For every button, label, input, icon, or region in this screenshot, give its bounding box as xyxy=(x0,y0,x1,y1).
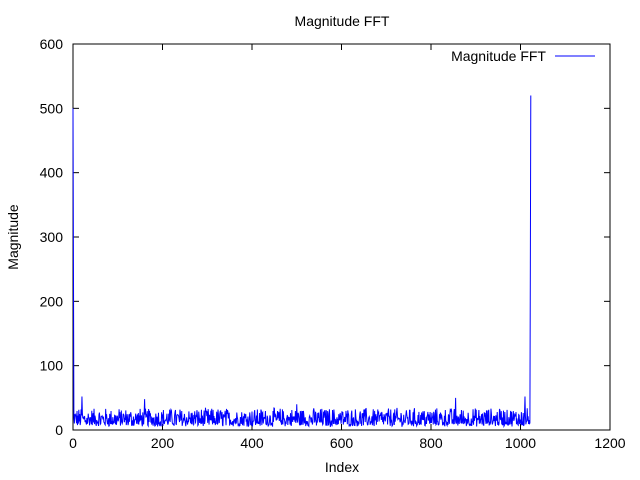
legend: Magnitude FFT xyxy=(451,48,595,64)
plot-border xyxy=(72,43,611,431)
y-tick-label: 600 xyxy=(40,36,64,52)
legend-label: Magnitude FFT xyxy=(451,48,546,64)
y-tick-label: 500 xyxy=(40,100,64,116)
x-tick-label: 400 xyxy=(240,435,264,451)
x-tick-label: 800 xyxy=(419,435,443,451)
axis-ticks xyxy=(72,43,611,431)
series-group xyxy=(72,95,532,429)
axis-tick-labels: 0 200 400 600 800 1000 1200 0 100 200 300 400 500 600 xyxy=(40,36,626,451)
x-tick-label: 1000 xyxy=(505,435,536,451)
y-tick-label: 200 xyxy=(40,293,64,309)
y-axis-label: Magnitude xyxy=(5,204,21,270)
series-line-magnitude-fft xyxy=(72,95,532,429)
x-tick-label: 0 xyxy=(69,435,77,451)
chart-title: Magnitude FFT xyxy=(295,13,390,29)
y-tick-label: 100 xyxy=(40,358,64,374)
y-tick-label: 300 xyxy=(40,229,64,245)
x-tick-label: 1200 xyxy=(594,435,625,451)
x-tick-label: 600 xyxy=(330,435,354,451)
plot-frame xyxy=(72,43,611,431)
y-tick-label: 0 xyxy=(55,422,63,438)
x-axis-label: Index xyxy=(325,459,359,475)
x-tick-label: 200 xyxy=(151,435,175,451)
y-tick-label: 400 xyxy=(40,165,64,181)
